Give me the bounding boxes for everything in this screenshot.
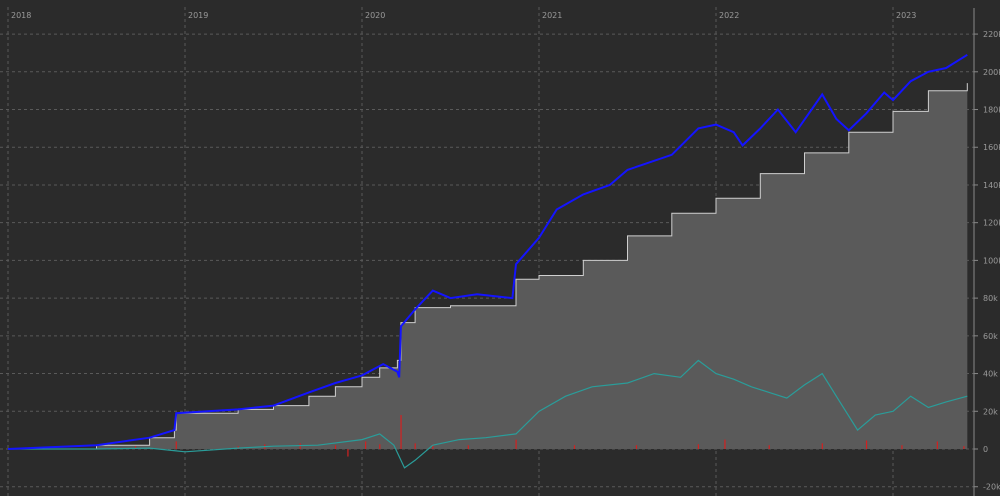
y-tick-label: 120k [983, 219, 1000, 228]
daily-change-bar [414, 443, 416, 449]
x-tick-label: 2021 [542, 11, 562, 20]
daily-change-bar [365, 441, 367, 449]
daily-change-bar [697, 444, 699, 449]
x-tick-label: 2018 [11, 11, 31, 20]
daily-change-bar [724, 439, 726, 449]
x-tick-label: 2020 [365, 11, 385, 20]
daily-change-bar [379, 444, 381, 449]
y-tick-label: 0 [983, 445, 988, 454]
daily-change-bar [515, 439, 517, 449]
x-tick-label: 2023 [896, 11, 916, 20]
invested-area [8, 83, 968, 449]
daily-change-bar [821, 443, 823, 449]
y-tick-label: 20k [983, 407, 998, 416]
y-tick-label: 200k [983, 68, 1000, 77]
x-tick-label: 2022 [719, 11, 739, 20]
daily-change-bar [334, 445, 337, 449]
profit-line [8, 359, 968, 469]
y-tick-label: 160k [983, 143, 1000, 152]
x-tick-label: 2019 [188, 11, 208, 20]
y-tick-label: 80k [983, 294, 998, 303]
chart-marks [7, 53, 968, 469]
daily-change-bar [467, 445, 469, 449]
daily-change-bar [134, 446, 137, 449]
y-tick-label: 40k [983, 370, 998, 379]
y-tick-label: 100k [983, 256, 1000, 265]
y-tick-label: 180k [983, 106, 1000, 115]
daily-change-bar [865, 440, 868, 449]
daily-change-bar [936, 441, 938, 449]
daily-change-bar [635, 445, 638, 449]
daily-change-bar [573, 445, 576, 449]
daily-change-bar [347, 449, 349, 457]
y-tick-label: -20k [983, 483, 1000, 492]
daily-change-bar [175, 441, 177, 449]
y-axis: -20k 0 20k 40k 60k 80k 100k 120k 140k 160k 180k 200… [11, 8, 1000, 496]
portfolio-value-line [7, 53, 968, 450]
daily-change-bar [901, 445, 903, 449]
daily-change-bar [768, 445, 770, 449]
daily-change-bar [400, 415, 402, 449]
invested-line [8, 83, 968, 450]
daily-change-bar [432, 444, 434, 449]
y-tick-label: 60k [983, 332, 998, 341]
y-tick-label: 140k [983, 181, 1000, 190]
y-tick-label: 220k [983, 30, 1000, 39]
daily-change-bar [963, 446, 965, 449]
